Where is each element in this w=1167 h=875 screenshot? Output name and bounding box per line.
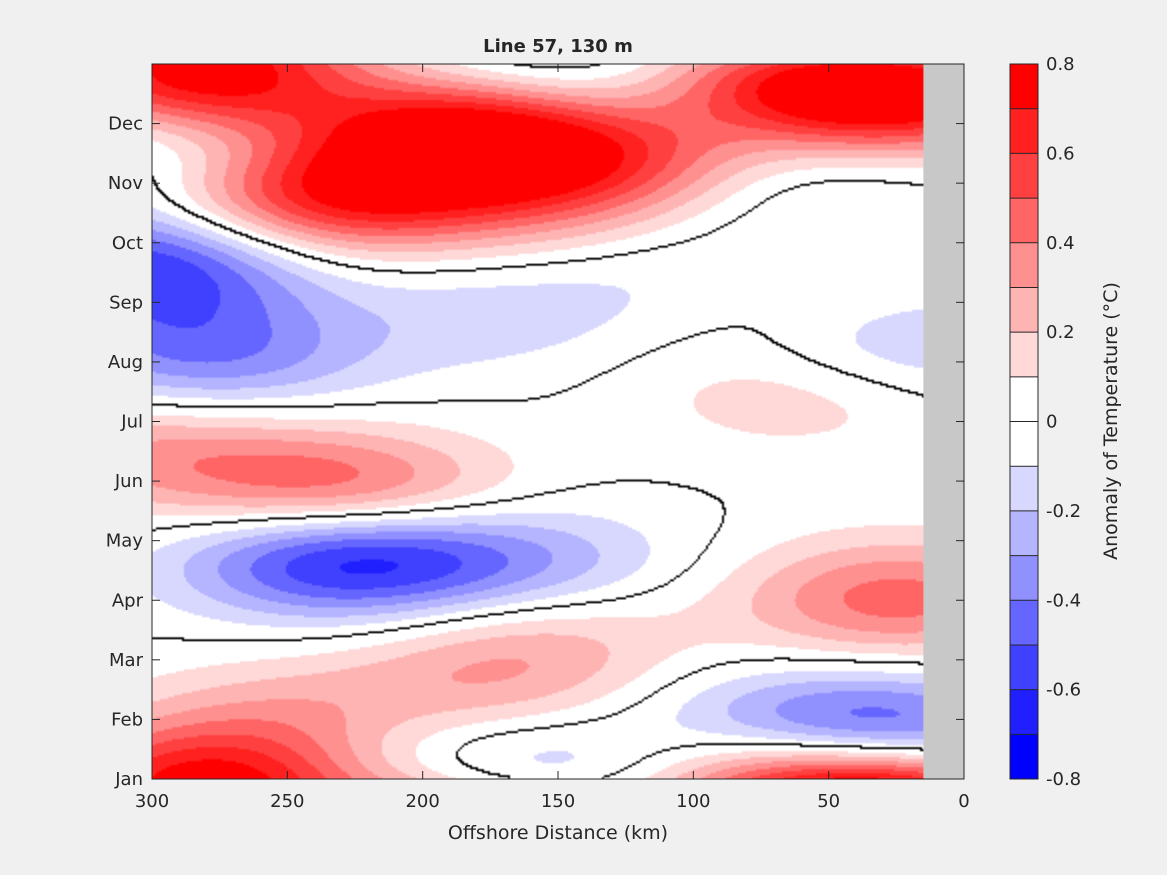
colorbar-segment (1010, 421, 1038, 467)
x-tick-label: 100 (676, 791, 710, 812)
colorbar-tick-label: 0 (1046, 412, 1057, 433)
colorbar-label: Anomaly of Temperature (°C) (1100, 282, 1122, 560)
colorbar-tick-label: -0.6 (1046, 680, 1081, 701)
x-tick-label: 0 (958, 791, 969, 812)
colorbar-segment (1010, 510, 1038, 557)
colorbar-segment (1010, 287, 1038, 333)
colorbar-segment (1010, 600, 1038, 646)
y-tick-label: Apr (112, 590, 144, 611)
x-axis: 300 250 200 150 100 50 0 (135, 64, 970, 812)
colorbar-segment (1010, 376, 1038, 422)
y-tick-label: Sep (109, 292, 143, 313)
colorbar-tick-label: 0.8 (1046, 54, 1075, 75)
colorbar-tick-label: -0.8 (1046, 769, 1081, 790)
y-tick-label: Jul (120, 412, 143, 433)
colorbar-segment (1010, 198, 1038, 244)
y-tick-label: Aug (108, 352, 143, 373)
x-tick-label: 300 (135, 791, 169, 812)
colorbar-segment (1010, 108, 1038, 154)
colorbar-segment (1010, 555, 1038, 601)
x-tick-label: 250 (270, 791, 304, 812)
colorbar-segment (1010, 644, 1038, 691)
y-tick-label: Dec (108, 114, 143, 135)
temperature-anomaly-field (152, 64, 964, 779)
colorbar-segment (1010, 64, 1038, 110)
y-tick-label: May (106, 531, 144, 552)
colorbar-tick-label: -0.4 (1046, 590, 1081, 611)
colorbar-segment (1010, 689, 1038, 735)
x-axis-label: Offshore Distance (km) (448, 822, 668, 844)
y-tick-label: Mar (109, 650, 144, 671)
colorbar-segment (1010, 734, 1038, 780)
colorbar-tick-label: 0.4 (1046, 233, 1075, 254)
y-tick-label: Nov (108, 173, 143, 194)
colorbar-frame (1009, 63, 1039, 780)
colorbar: 0.8 0.6 0.4 0.2 0 -0.2 -0.4 -0.6 -0.8 (1009, 54, 1081, 790)
x-tick-label: 150 (541, 791, 575, 812)
colorbar-segment (1010, 153, 1038, 199)
heatmap-field (152, 64, 964, 779)
colorbar-tick-label: 0.2 (1046, 322, 1075, 343)
chart-title: Line 57, 130 m (483, 36, 633, 57)
colorbar-tick-label: -0.2 (1046, 501, 1081, 522)
x-tick-label: 200 (405, 791, 439, 812)
y-tick-label: Jun (114, 471, 143, 492)
colorbar-segment (1010, 242, 1038, 288)
colorbar-segment (1010, 466, 1038, 512)
colorbar-tick-label: 0.6 (1046, 143, 1075, 164)
x-tick-label: 50 (817, 791, 840, 812)
y-axis: Jan Feb Mar Apr May Jun Jul Aug Sep Oct Nov Dec (106, 114, 964, 790)
y-tick-label: Jan (114, 769, 143, 790)
y-tick-label: Feb (111, 709, 143, 730)
y-tick-label: Oct (112, 233, 143, 254)
colorbar-segment (1010, 332, 1038, 378)
